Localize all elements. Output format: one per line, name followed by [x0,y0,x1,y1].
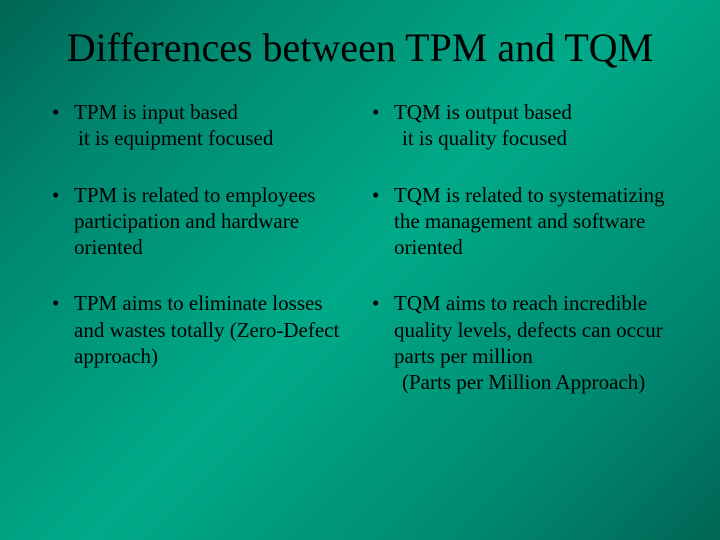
slide-container: Differences between TPM and TQM • TPM is… [0,0,720,540]
bullet-sub-text: it is quality focused [402,125,670,151]
bullet-main-text: TQM is related to systematizing the mana… [394,183,665,260]
list-item: • TPM is related to employees participat… [50,182,350,261]
bullet-icon: • [370,99,394,152]
bullet-icon: • [50,99,74,152]
bullet-content: TPM is related to employees participatio… [74,182,350,261]
bullet-main-text: TQM is output based [394,100,572,124]
list-item: • TPM is input based it is equipment foc… [50,99,350,152]
bullet-content: TQM is related to systematizing the mana… [394,182,670,261]
slide-title: Differences between TPM and TQM [50,25,670,71]
bullet-main-text: TPM aims to eliminate losses and wastes … [74,291,339,368]
bullet-main-text: TPM is related to employees participatio… [74,183,315,260]
bullet-content: TQM is output based it is quality focuse… [394,99,670,152]
bullet-sub-text: (Parts per Million Approach) [402,369,670,395]
bullet-content: TQM aims to reach incredible quality lev… [394,290,670,395]
bullet-content: TPM aims to eliminate losses and wastes … [74,290,350,369]
list-item: • TPM aims to eliminate losses and waste… [50,290,350,369]
bullet-icon: • [370,290,394,395]
bullet-main-text: TPM is input based [74,100,238,124]
bullet-icon: • [370,182,394,261]
right-column: • TQM is output based it is quality focu… [370,99,670,425]
columns-container: • TPM is input based it is equipment foc… [50,99,670,425]
list-item: • TQM aims to reach incredible quality l… [370,290,670,395]
bullet-main-text: TQM aims to reach incredible quality lev… [394,291,663,368]
bullet-sub-text: it is equipment focused [78,125,350,151]
list-item: • TQM is output based it is quality focu… [370,99,670,152]
bullet-icon: • [50,182,74,261]
left-column: • TPM is input based it is equipment foc… [50,99,350,425]
list-item: • TQM is related to systematizing the ma… [370,182,670,261]
bullet-content: TPM is input based it is equipment focus… [74,99,350,152]
bullet-icon: • [50,290,74,369]
